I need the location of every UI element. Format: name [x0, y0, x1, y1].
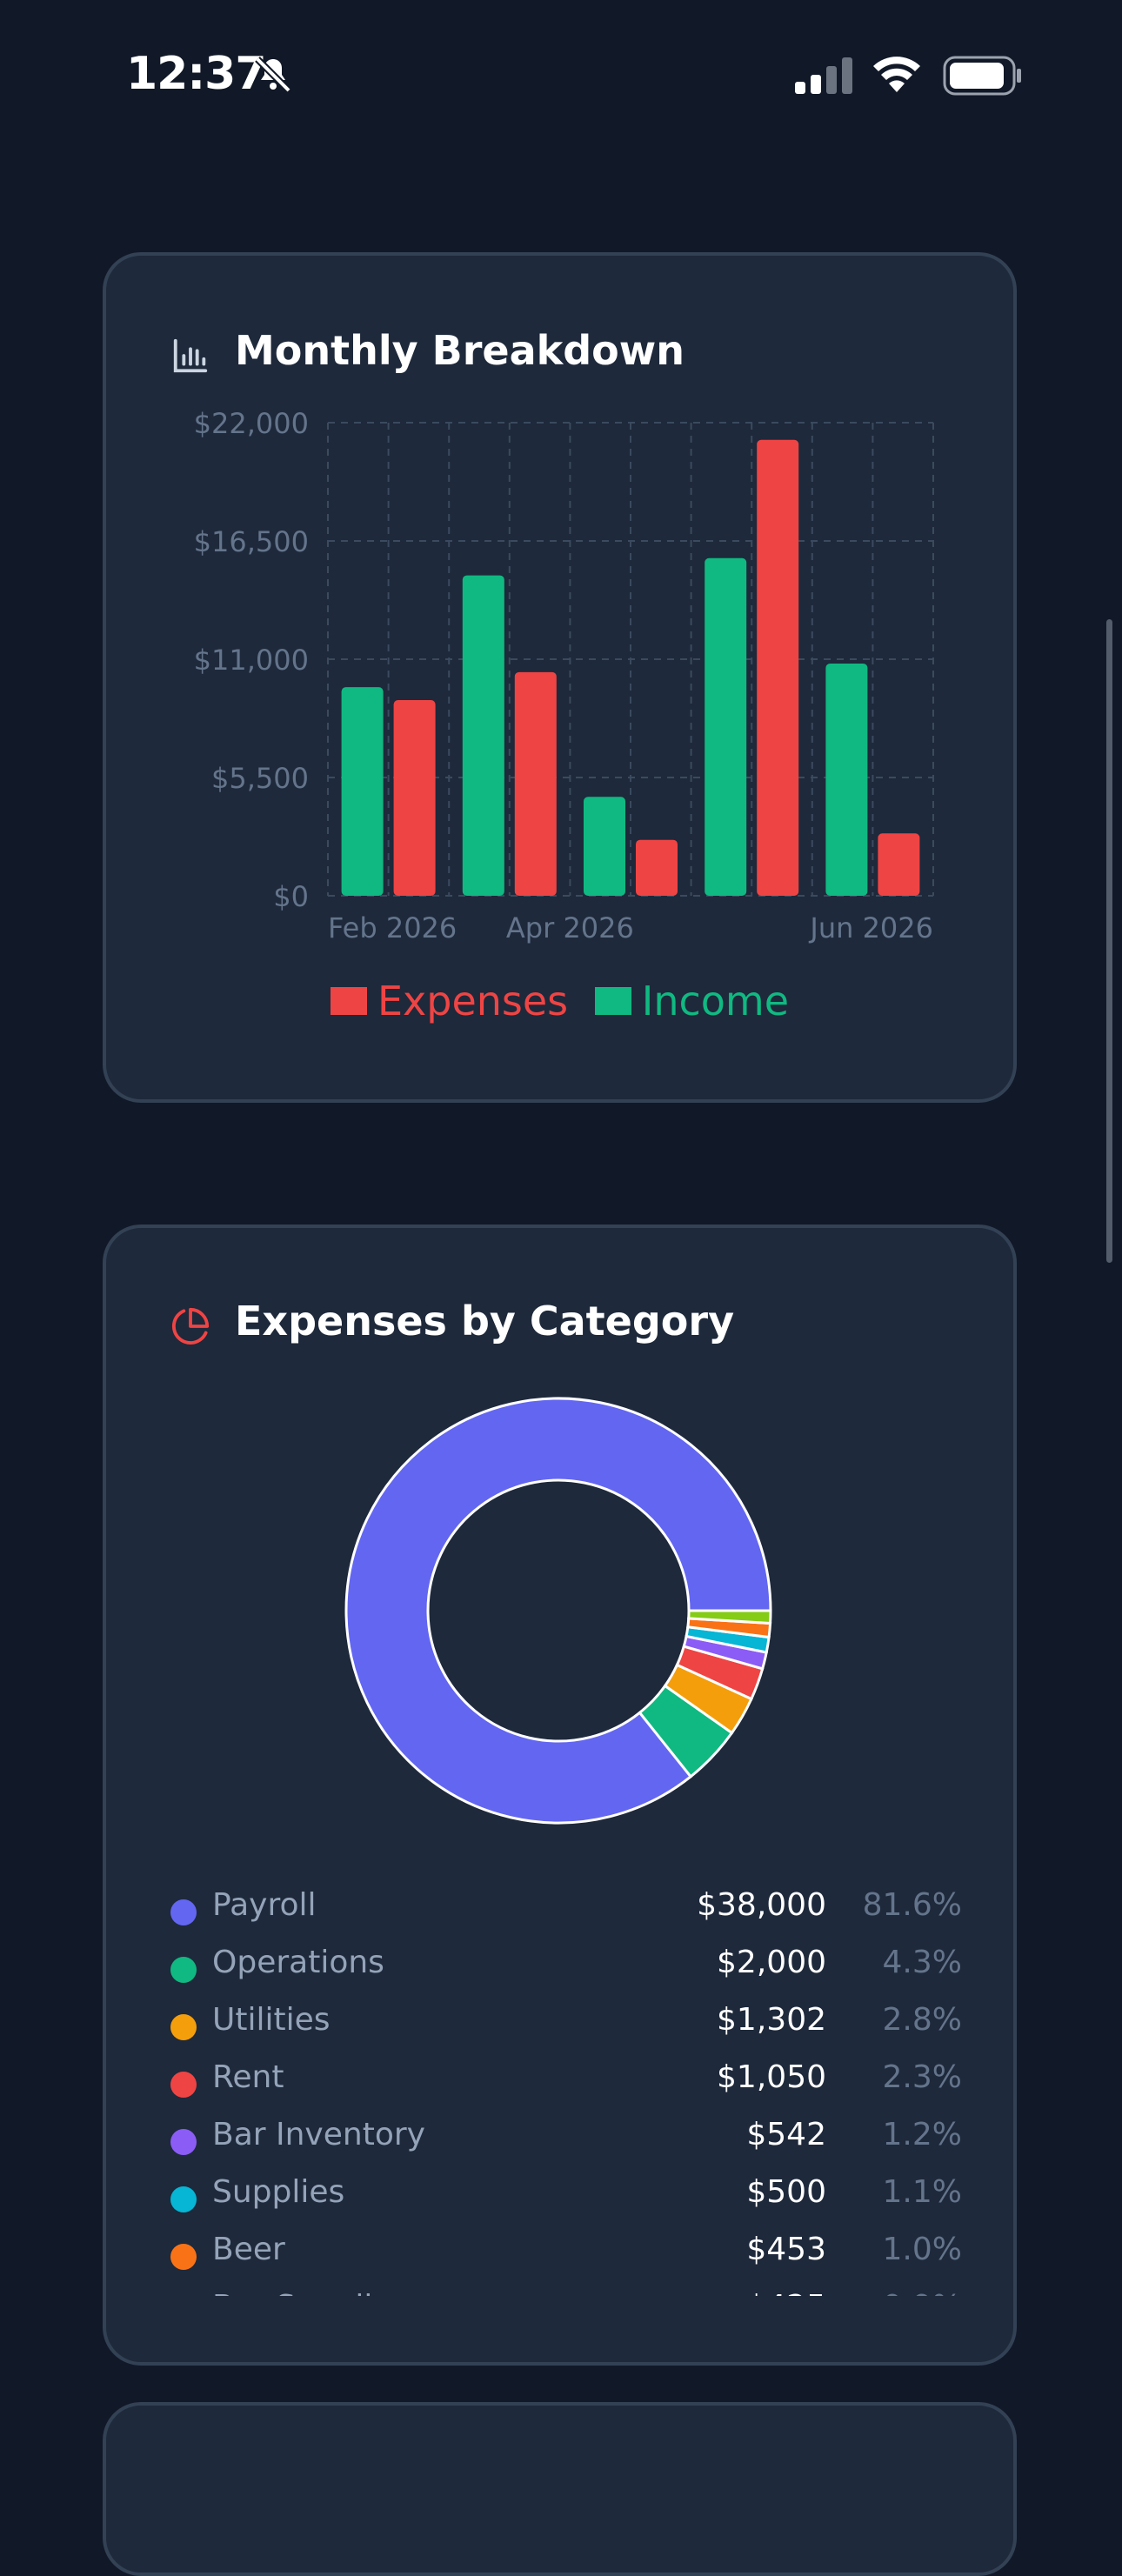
x-tick-label: Apr 2026 [506, 911, 634, 944]
donut-slice [687, 1609, 772, 1625]
legend-label-income: Income [641, 978, 790, 1024]
category-color-dot [170, 1899, 197, 1925]
bar-income [825, 663, 868, 896]
bar-income [584, 797, 625, 896]
category-color-dot [170, 2072, 197, 2098]
category-percent: 2.8% [882, 2002, 962, 2038]
list-item[interactable]: Operations $2,000 4.3% [170, 1939, 962, 1997]
category-color-dot [170, 2014, 197, 2040]
bar-income [462, 575, 504, 896]
list-item[interactable]: Payroll $38,000 81.6% [170, 1882, 962, 1939]
category-donut-chart [344, 1397, 772, 1825]
y-tick-label: $5,500 [211, 762, 309, 795]
category-percent: 2.3% [882, 2059, 962, 2095]
status-time: 12:37 [126, 48, 267, 100]
list-item[interactable]: Utilities $1,302 2.8% [170, 1997, 962, 2054]
category-percent: 1.1% [882, 2174, 962, 2210]
donut-slice [344, 1397, 772, 1825]
y-tick-label: $22,000 [194, 407, 309, 440]
list-item[interactable]: Rent $1,050 2.3% [170, 2054, 962, 2112]
list-item[interactable]: Beer $453 1.0% [170, 2226, 962, 2284]
list-item[interactable]: Bar Supplies $425 0.9% [170, 2284, 962, 2296]
category-name: Bar Supplies [212, 2289, 408, 2296]
category-amount: $1,050 [717, 2059, 826, 2095]
battery-icon [943, 56, 1021, 96]
bell-muted-icon [255, 57, 291, 93]
list-item[interactable]: Supplies $500 1.1% [170, 2169, 962, 2226]
scrollbar[interactable] [1106, 619, 1112, 1263]
category-name: Beer [212, 2232, 285, 2267]
y-tick-label: $0 [273, 880, 309, 913]
bar-expenses [514, 671, 557, 896]
chart-legend: Expenses Income [106, 978, 1013, 1024]
category-percent: 1.0% [882, 2232, 962, 2267]
monthly-bar-chart: $0 $5,500 $11,000 $16,500 $22,000 Feb 2026 Apr… [194, 407, 934, 944]
x-tick-label: Feb 2026 [328, 911, 457, 944]
category-name: Bar Inventory [212, 2117, 425, 2152]
cellular-signal-icon [795, 57, 852, 94]
category-color-dot [170, 2129, 197, 2155]
category-amount: $2,000 [717, 1945, 826, 1980]
expenses-by-category-card: Expenses by Category Payroll $38,000 81.… [103, 1225, 1017, 2366]
x-tick-label: Jun 2026 [808, 911, 933, 944]
category-color-dot [170, 1957, 197, 1983]
category-color-dot [170, 2186, 197, 2212]
category-name: Utilities [212, 2002, 331, 2038]
bar-expenses [636, 839, 678, 896]
category-name: Rent [212, 2059, 284, 2095]
category-amount: $542 [746, 2117, 826, 2152]
category-percent: 81.6% [862, 1887, 962, 1923]
list-item[interactable]: Bar Inventory $542 1.2% [170, 2112, 962, 2169]
next-card [103, 2402, 1017, 2576]
bar-expenses [878, 833, 920, 896]
category-amount: $500 [746, 2174, 826, 2210]
bar-income [341, 687, 384, 896]
monthly-breakdown-card: Monthly Breakdown $0 $5,500 $11,000 $16,500… [103, 252, 1017, 1103]
y-tick-label: $11,000 [194, 644, 309, 677]
legend-item-expenses[interactable]: Expenses [330, 978, 569, 1024]
category-percent: 4.3% [882, 1945, 962, 1980]
category-name: Operations [212, 1945, 384, 1980]
category-name: Supplies [212, 2174, 345, 2210]
category-amount: $38,000 [697, 1887, 826, 1923]
pie-chart-icon [171, 1307, 210, 1345]
category-name: Payroll [212, 1887, 317, 1923]
category-percent: 0.9% [883, 2289, 962, 2296]
legend-swatch-expenses [330, 987, 367, 1015]
y-tick-label: $16,500 [194, 525, 309, 558]
bar-chart-icon [173, 338, 208, 373]
bar-expenses [757, 439, 799, 896]
category-amount: $425 [746, 2289, 826, 2296]
expenses-by-category-title: Expenses by Category [235, 1298, 735, 1345]
legend-item-income[interactable]: Income [594, 978, 790, 1024]
wifi-icon [873, 57, 920, 92]
category-percent: 1.2% [882, 2117, 962, 2152]
legend-label-expenses: Expenses [377, 978, 569, 1024]
bar-income [705, 557, 747, 896]
category-color-dot [170, 2244, 197, 2270]
category-amount: $453 [746, 2232, 826, 2267]
category-amount: $1,302 [717, 2002, 826, 2038]
category-list: Payroll $38,000 81.6% Operations $2,000 … [170, 1882, 962, 2296]
monthly-breakdown-title: Monthly Breakdown [235, 327, 685, 374]
bar-expenses [393, 699, 436, 896]
legend-swatch-income [594, 987, 631, 1015]
